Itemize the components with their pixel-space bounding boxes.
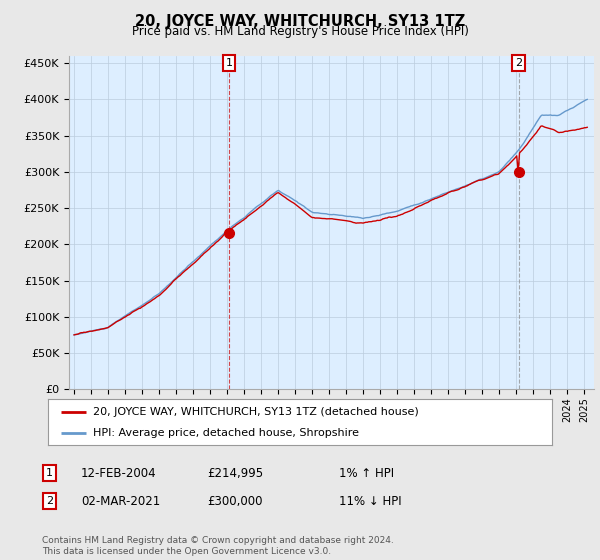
Text: 20, JOYCE WAY, WHITCHURCH, SY13 1TZ: 20, JOYCE WAY, WHITCHURCH, SY13 1TZ — [135, 14, 465, 29]
Text: Contains HM Land Registry data © Crown copyright and database right 2024.
This d: Contains HM Land Registry data © Crown c… — [42, 536, 394, 556]
Text: £300,000: £300,000 — [207, 494, 263, 508]
Text: 02-MAR-2021: 02-MAR-2021 — [81, 494, 160, 508]
Text: 1: 1 — [46, 468, 53, 478]
Text: 12-FEB-2004: 12-FEB-2004 — [81, 466, 157, 480]
Text: 11% ↓ HPI: 11% ↓ HPI — [339, 494, 401, 508]
Text: 2: 2 — [515, 58, 522, 68]
Text: 1: 1 — [226, 58, 233, 68]
Text: Price paid vs. HM Land Registry's House Price Index (HPI): Price paid vs. HM Land Registry's House … — [131, 25, 469, 38]
Text: £214,995: £214,995 — [207, 466, 263, 480]
Text: 20, JOYCE WAY, WHITCHURCH, SY13 1TZ (detached house): 20, JOYCE WAY, WHITCHURCH, SY13 1TZ (det… — [94, 407, 419, 417]
Text: HPI: Average price, detached house, Shropshire: HPI: Average price, detached house, Shro… — [94, 428, 359, 438]
Text: 1% ↑ HPI: 1% ↑ HPI — [339, 466, 394, 480]
Text: 2: 2 — [46, 496, 53, 506]
